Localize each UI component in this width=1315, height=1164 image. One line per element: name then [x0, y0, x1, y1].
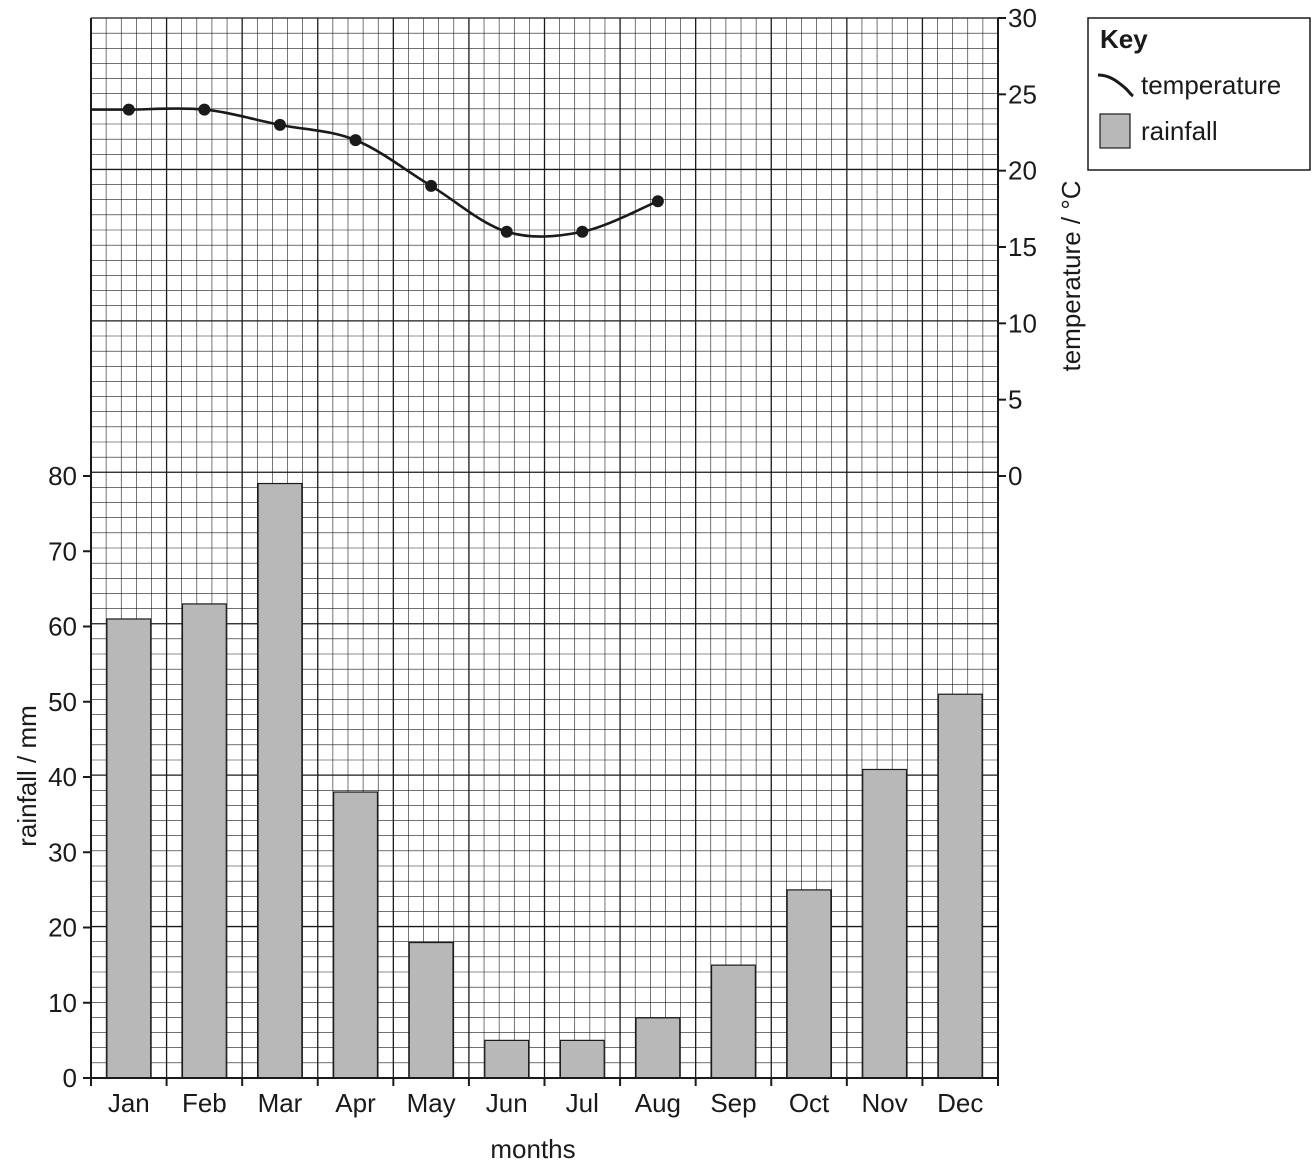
rainfall-bar-jan: [106, 618, 152, 1079]
rainfall-bar-nov: [862, 768, 908, 1079]
left-tick-label: 20: [48, 913, 77, 943]
right-axis-title: temperature / °C: [1056, 180, 1086, 371]
x-tick-label: Aug: [635, 1088, 681, 1118]
x-tick-label: Apr: [335, 1088, 376, 1118]
left-tick-label: 30: [48, 837, 77, 867]
temperature-series: [91, 103, 664, 238]
rainfall-bar-dec: [937, 693, 983, 1079]
rainfall-bar-feb: [181, 603, 227, 1079]
x-tick-label: Dec: [937, 1088, 983, 1118]
rainfall-bar-oct: [786, 889, 832, 1079]
temperature-point-apr: [349, 134, 362, 147]
temperature-point-may: [425, 179, 438, 192]
left-tick-label: 50: [48, 687, 77, 717]
rainfall-bar-mar: [257, 482, 303, 1079]
x-tick-label: Nov: [862, 1088, 908, 1118]
right-tick-label: 0: [1008, 461, 1022, 491]
legend-line-swatch: [1097, 73, 1134, 98]
x-tick-label: Jul: [566, 1088, 599, 1118]
left-tick-label: 0: [63, 1063, 77, 1093]
x-tick-label: Jan: [108, 1088, 150, 1118]
left-axis-ticks: 0 10 20 30 40 50 60 70 80: [48, 461, 91, 1093]
left-tick-label: 10: [48, 988, 77, 1018]
legend-bar-swatch: [1099, 113, 1131, 149]
rainfall-bar-may: [408, 941, 454, 1079]
temperature-point-aug: [651, 195, 664, 208]
x-tick-label: Sep: [710, 1088, 756, 1118]
temperature-point-feb: [198, 103, 211, 116]
legend-label-temperature: temperature: [1141, 70, 1281, 100]
x-tick-label: Mar: [258, 1088, 303, 1118]
right-tick-label: 25: [1008, 79, 1037, 109]
rainfall-bar-apr: [333, 791, 379, 1079]
rainfall-bar-jun: [484, 1039, 530, 1079]
x-tick-label: Oct: [789, 1088, 830, 1118]
legend-label-rainfall: rainfall: [1141, 116, 1218, 146]
right-tick-label: 30: [1008, 3, 1037, 33]
left-tick-label: 40: [48, 762, 77, 792]
rainfall-bar-sep: [710, 964, 756, 1079]
temperature-line: [91, 107, 659, 238]
right-tick-label: 5: [1008, 385, 1022, 415]
legend: Key temperature rainfall: [1087, 17, 1311, 171]
left-axis-title: rainfall / mm: [12, 705, 42, 847]
x-tick-label: Jun: [486, 1088, 528, 1118]
right-tick-label: 10: [1008, 308, 1037, 338]
grid: [90, 17, 999, 1079]
legend-title: Key: [1100, 24, 1148, 54]
temperature-point-mar: [273, 118, 286, 131]
left-tick-label: 70: [48, 536, 77, 566]
left-tick-label: 80: [48, 461, 77, 491]
right-axis-ticks: 0 5 10 15 20 25 30: [998, 3, 1037, 491]
temperature-point-jul: [576, 225, 589, 238]
left-tick-label: 60: [48, 612, 77, 642]
right-tick-label: 20: [1008, 156, 1037, 186]
rainfall-bar-aug: [635, 1017, 681, 1079]
right-tick-label: 15: [1008, 232, 1037, 262]
x-axis-ticks: Jan Feb Mar Apr May Jun Jul Aug Sep Oct Nov Dec: [90, 1078, 999, 1118]
x-tick-label: Feb: [182, 1088, 227, 1118]
temperature-point-jun: [500, 225, 513, 238]
rainfall-bars: [106, 482, 983, 1079]
temperature-point-jan: [122, 103, 135, 116]
x-tick-label: May: [407, 1088, 456, 1118]
rainfall-bar-jul: [559, 1039, 605, 1079]
x-axis-title: months: [490, 1134, 575, 1164]
